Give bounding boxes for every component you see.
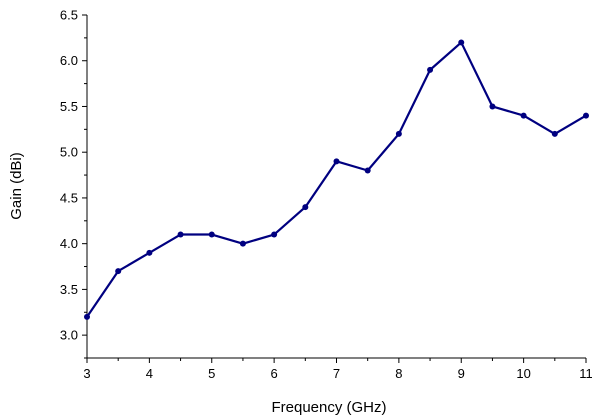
x-tick-label: 8 xyxy=(395,366,402,381)
data-point xyxy=(395,130,402,137)
y-tick-label: 3.5 xyxy=(60,282,78,297)
data-point xyxy=(458,39,465,46)
y-tick-label: 5.0 xyxy=(60,145,78,160)
data-point xyxy=(146,249,153,256)
data-point xyxy=(583,112,589,119)
data-point xyxy=(551,130,558,137)
data-point xyxy=(333,158,340,165)
y-axis-label: Gain (dBi) xyxy=(8,152,25,220)
data-point xyxy=(239,240,246,247)
data-point xyxy=(208,231,215,238)
y-ticks: 3.0 3.5 4.0 4.5 5.0 5.5 6.0 6.5 xyxy=(60,8,87,359)
y-tick-label: 4.0 xyxy=(60,236,78,251)
x-axis-label: Frequency (GHz) xyxy=(271,399,386,416)
y-tick-label: 6.5 xyxy=(60,8,78,23)
y-tick-label: 4.5 xyxy=(60,190,78,205)
x-tick-label: 11 xyxy=(579,366,592,381)
x-tick-label: 9 xyxy=(458,366,465,381)
y-tick-label: 6.0 xyxy=(60,53,78,68)
series-group xyxy=(84,39,589,320)
x-tick-label: 7 xyxy=(333,366,340,381)
y-tick-label: 5.5 xyxy=(60,99,78,114)
data-point xyxy=(115,268,122,275)
x-ticks: 3 4 5 6 7 8 9 10 11 xyxy=(83,358,592,381)
x-tick-label: 6 xyxy=(271,366,278,381)
series-line xyxy=(86,41,587,318)
y-tick-label: 3.0 xyxy=(60,328,78,343)
data-point xyxy=(177,231,184,238)
plot-area: 3 4 5 6 7 8 9 10 11 3.0 3.5 4.0 4.5 5.0 5.5 6.0 6.5 xyxy=(60,8,592,382)
data-point xyxy=(520,112,527,119)
x-tick-label: 10 xyxy=(516,366,530,381)
data-point xyxy=(364,167,371,174)
x-tick-label: 4 xyxy=(146,366,153,381)
data-point xyxy=(302,204,309,211)
x-tick-label: 3 xyxy=(83,366,90,381)
data-point xyxy=(84,313,90,320)
data-point xyxy=(271,231,278,238)
data-point xyxy=(427,66,434,73)
data-point xyxy=(489,103,496,110)
x-tick-label: 5 xyxy=(208,366,215,381)
